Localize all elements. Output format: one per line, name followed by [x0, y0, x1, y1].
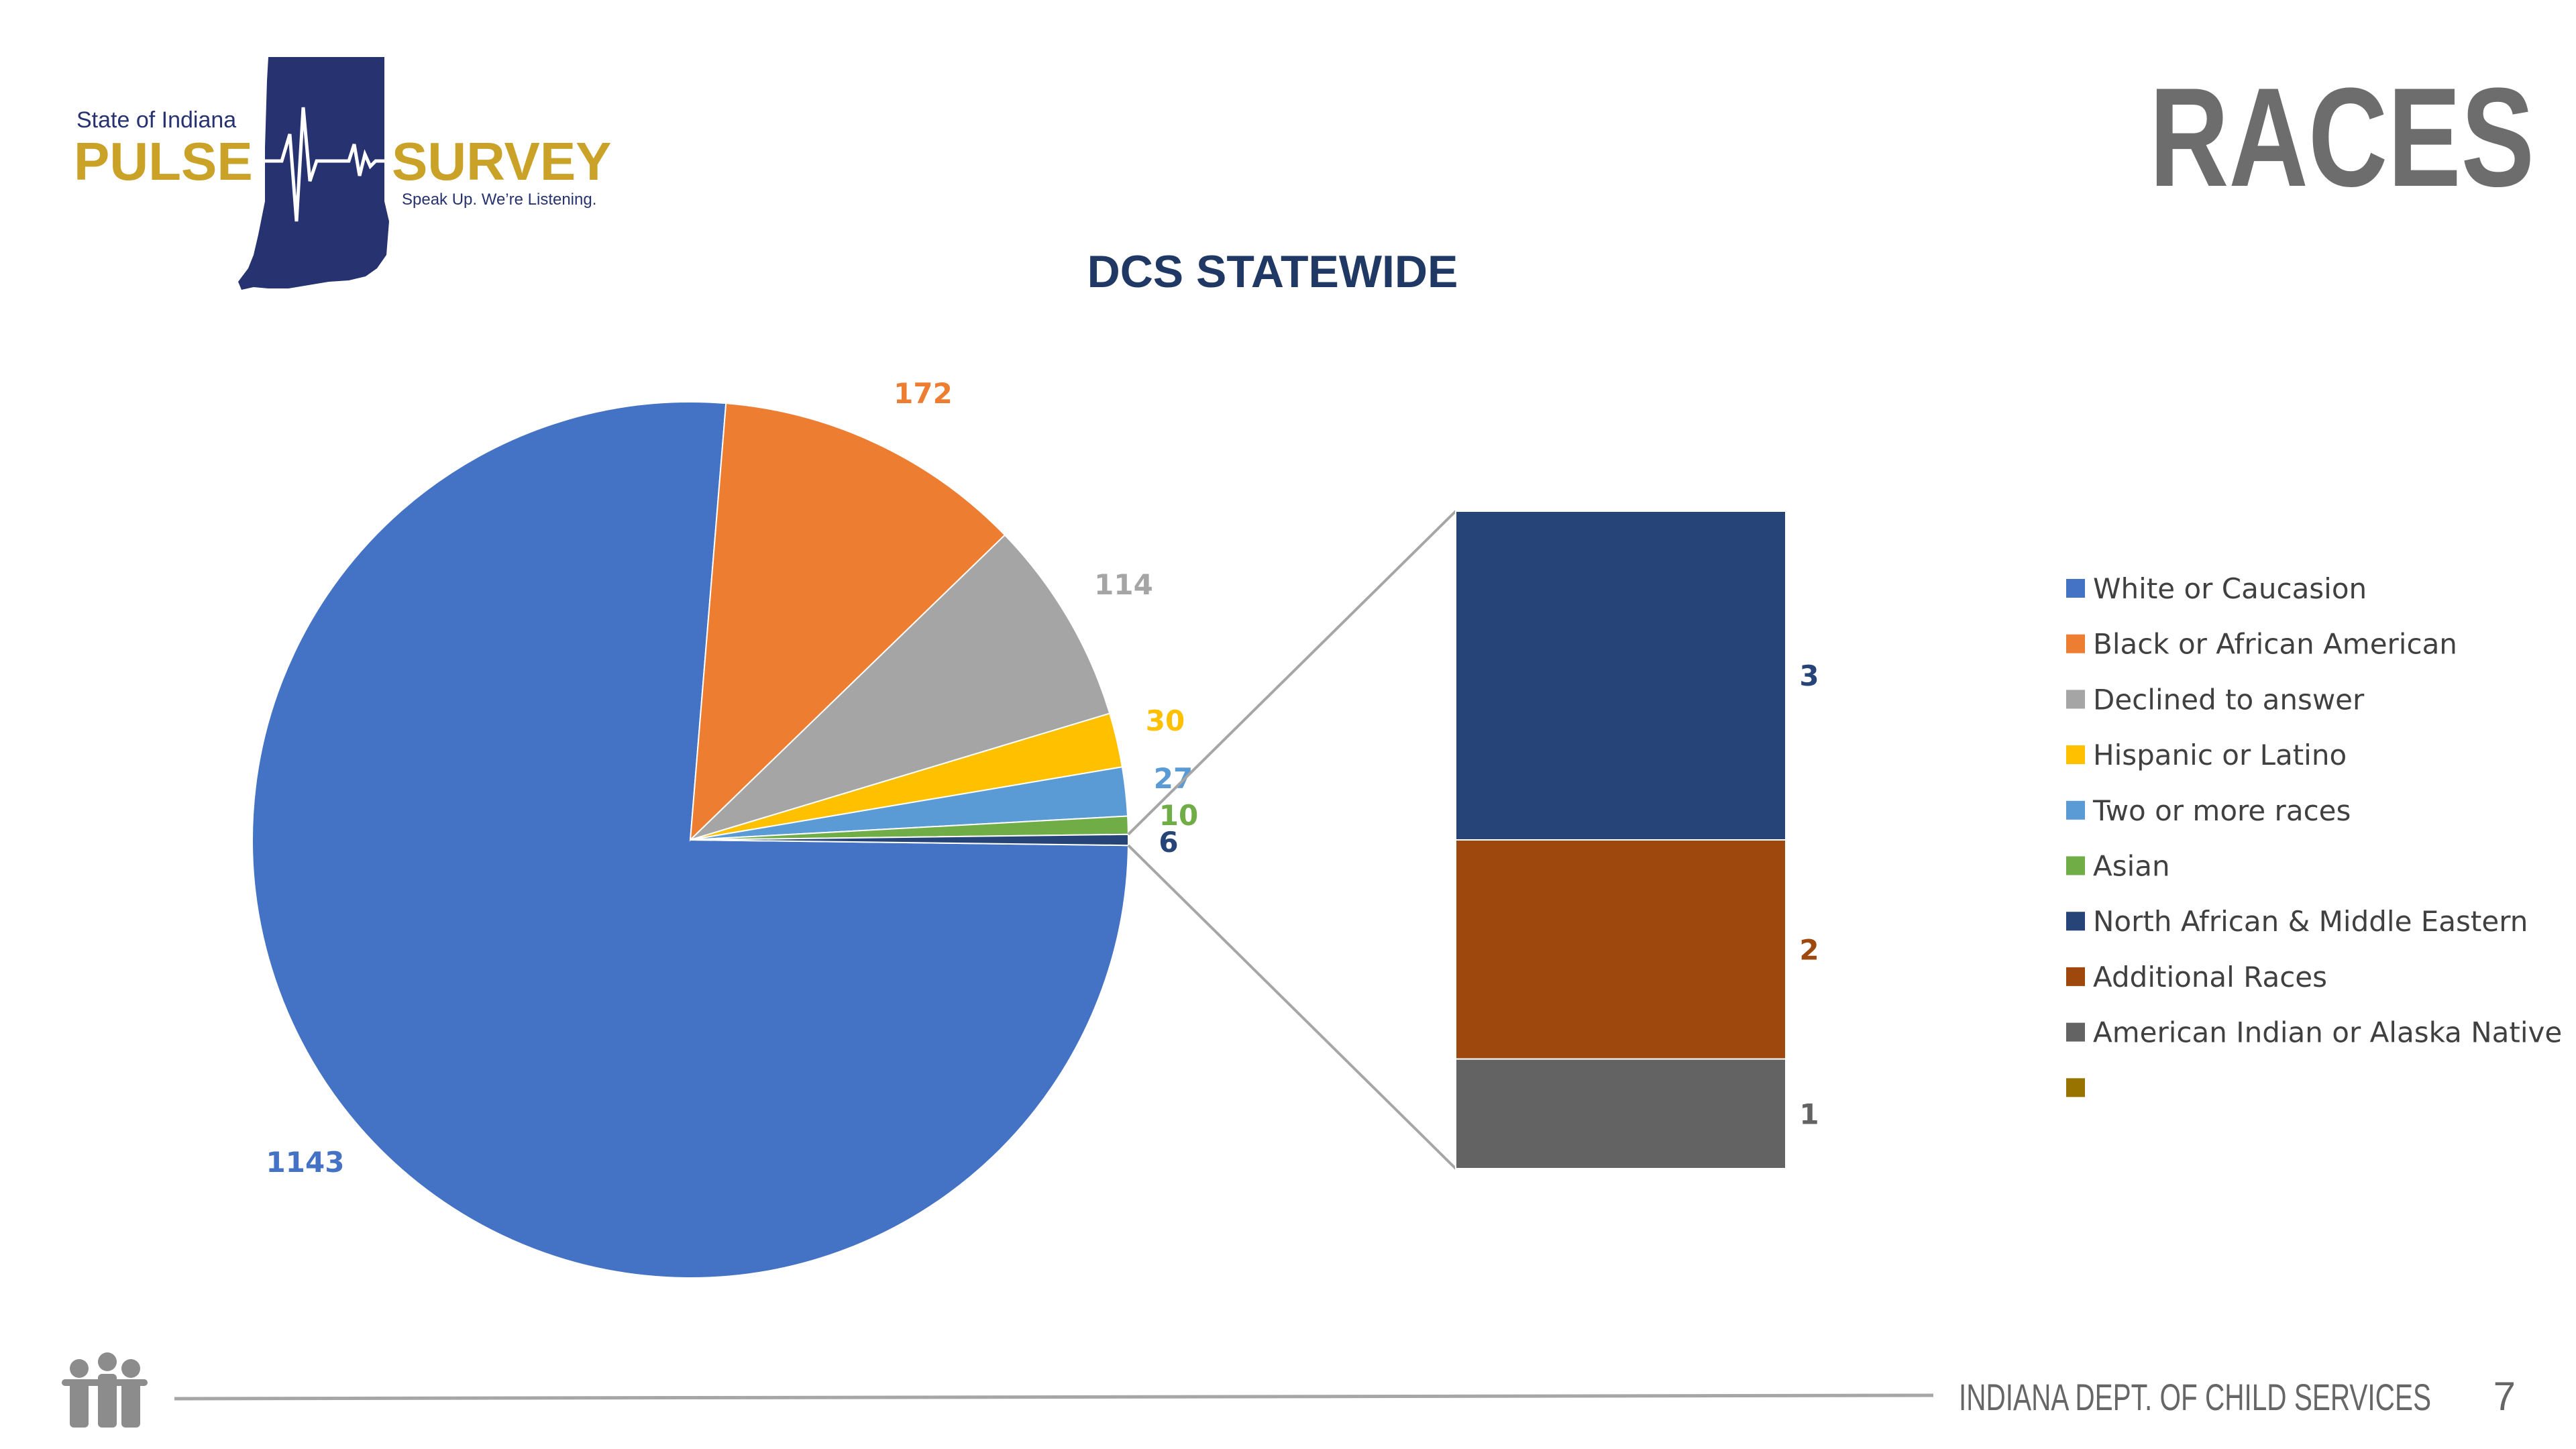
legend-swatch: [2066, 967, 2085, 986]
pie-slice: [690, 534, 1111, 841]
legend-label: Additional Races: [2093, 961, 2327, 994]
logo-state: State of Indiana: [76, 107, 236, 133]
data-label: 10: [1159, 799, 1198, 832]
legend-label: Black or African American: [2093, 628, 2457, 661]
pulse-line: [255, 107, 396, 222]
logo-tagline: Speak Up. We’re Listening.: [402, 191, 596, 209]
logo-survey: SURVEY: [392, 131, 612, 191]
legend-swatch: [2066, 1078, 2085, 1097]
legend-swatch: [2066, 745, 2085, 765]
footer-icon: [62, 1352, 148, 1428]
footer-rule: [174, 1393, 1934, 1401]
data-label: 3: [1799, 659, 1819, 692]
bar-segment: [1455, 511, 1786, 841]
legend-swatch: [2066, 579, 2085, 598]
slide-title: RACES: [2149, 58, 2534, 216]
data-label: 1143: [266, 1146, 345, 1179]
legend-swatch: [2066, 800, 2085, 820]
legend-swatch: [2066, 856, 2085, 875]
bar-segment: [1455, 1058, 1786, 1169]
pie-slice: [690, 833, 1130, 847]
legend-label: Declined to answer: [2093, 683, 2365, 716]
chart-title: DCS STATEWIDE: [1087, 246, 1458, 297]
legend-label: American Indian or Alaska Native: [2093, 1016, 2562, 1049]
connector: [1127, 510, 1457, 836]
logo-pulse: PULSE: [74, 131, 253, 191]
legend-label: Two or more races: [2092, 794, 2351, 827]
page-number: 7: [2493, 1374, 2516, 1419]
data-label: 172: [894, 377, 953, 410]
data-label: 114: [1094, 568, 1153, 601]
legend-label: North African & Middle Eastern: [2093, 905, 2528, 938]
bar-segment: [1455, 839, 1786, 1060]
data-label: 1: [1799, 1097, 1819, 1130]
connector: [1127, 844, 1457, 1170]
pie-slice: [689, 402, 1006, 842]
data-label: 6: [1159, 826, 1178, 859]
footer-organization: INDIANA DEPT. OF CHILD SERVICES: [1959, 1376, 2431, 1418]
legend-label: White or Caucasion: [2093, 572, 2367, 605]
legend-swatch: [2066, 634, 2085, 653]
legend-swatch: [2066, 912, 2085, 931]
legend-swatch: [2066, 690, 2085, 709]
data-label: 30: [1146, 704, 1185, 737]
legend-label: Asian: [2093, 850, 2170, 883]
logo: State of Indiana PULSE SURVEY Speak Up. …: [74, 57, 612, 290]
legend-label: Hispanic or Latino: [2093, 739, 2347, 771]
legend-swatch: [2066, 1022, 2085, 1042]
data-label: 2: [1799, 933, 1819, 966]
